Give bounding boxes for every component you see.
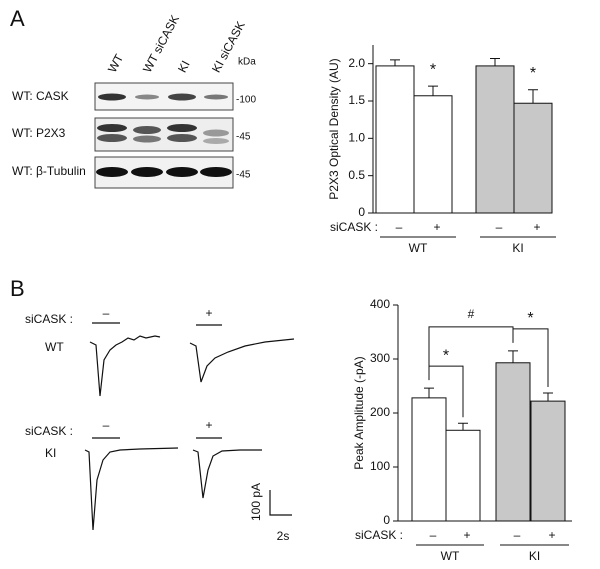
marker-label: -100: [236, 95, 256, 106]
y-tick-label: 0.5: [348, 168, 365, 182]
marker-label: -45: [236, 170, 251, 181]
condition: –: [103, 418, 110, 432]
y-tick-label: 2.0: [348, 56, 365, 70]
x-axis-label: siCASK :: [355, 528, 403, 542]
x-tick-label: +: [463, 528, 470, 542]
significance: *: [530, 65, 536, 82]
bracket: [429, 365, 464, 418]
genotype: WT: [45, 340, 64, 354]
y-tick-label: 1.0: [348, 131, 365, 145]
significance: *: [527, 310, 533, 327]
bracket: [428, 326, 514, 381]
kda-label: kDa: [238, 57, 256, 68]
error-bar: [528, 89, 538, 104]
bar: [411, 397, 447, 522]
group-label: WT: [441, 549, 460, 563]
marker-label: -45: [236, 132, 251, 143]
condition-label: siCASK :: [25, 312, 73, 326]
y-tick-label: 1.5: [348, 93, 365, 107]
traces: [84, 322, 295, 531]
blot-label: WT: P2X3: [12, 126, 66, 140]
condition-label: siCASK :: [25, 424, 73, 438]
y-axis-label: P2X3 Optical Density (AU): [327, 58, 341, 199]
error-bar: [424, 387, 434, 398]
bar: [413, 95, 453, 214]
error-bar: [458, 422, 468, 431]
scale-x: 2s: [277, 529, 290, 543]
blot-label: WT: β-Tubulin: [12, 164, 86, 178]
x-tick-label: +: [533, 220, 540, 234]
lane-label: KI: [175, 58, 193, 75]
significance: *: [430, 61, 436, 78]
y-tick-label: 0: [358, 205, 365, 219]
bands: [96, 93, 232, 177]
scale-y: 100 pA: [249, 483, 263, 521]
panel-label: A: [10, 6, 25, 31]
x-tick-label: –: [514, 528, 521, 542]
x-tick-label: +: [433, 220, 440, 234]
group-label: KI: [512, 241, 523, 255]
bar: [495, 362, 531, 522]
bar: [513, 102, 553, 214]
y-tick-label: 100: [370, 459, 390, 473]
bar: [475, 65, 515, 214]
error-bar: [390, 59, 400, 66]
y-axis-label: Peak Amplitude (-pA): [352, 356, 366, 469]
x-axis-label: siCASK :: [330, 220, 378, 234]
error-bar: [490, 57, 500, 66]
genotype: KI: [45, 446, 56, 460]
significance: #: [468, 307, 475, 321]
group-label: KI: [529, 549, 540, 563]
y-tick-label: 400: [370, 297, 390, 311]
panel-label: B: [10, 276, 25, 301]
bar: [530, 400, 566, 522]
error-bar: [508, 350, 518, 363]
y-tick-label: 200: [370, 405, 390, 419]
blot-label: WT: CASK: [12, 89, 69, 103]
bar: [375, 65, 415, 214]
y-tick-label: 300: [370, 351, 390, 365]
x-tick-label: –: [496, 220, 503, 234]
group-label: WT: [409, 241, 428, 255]
condition: +: [205, 306, 212, 320]
x-tick-label: –: [430, 528, 437, 542]
lane-label: WT: [105, 51, 126, 75]
condition: +: [205, 418, 212, 432]
x-tick-label: –: [396, 220, 403, 234]
significance: *: [443, 347, 449, 364]
bracket: [513, 328, 549, 388]
x-tick-label: +: [548, 528, 555, 542]
condition: –: [103, 306, 110, 320]
error-bar: [543, 392, 553, 402]
error-bar: [428, 85, 438, 96]
bar: [445, 429, 481, 522]
y-tick-label: 0: [383, 513, 390, 527]
